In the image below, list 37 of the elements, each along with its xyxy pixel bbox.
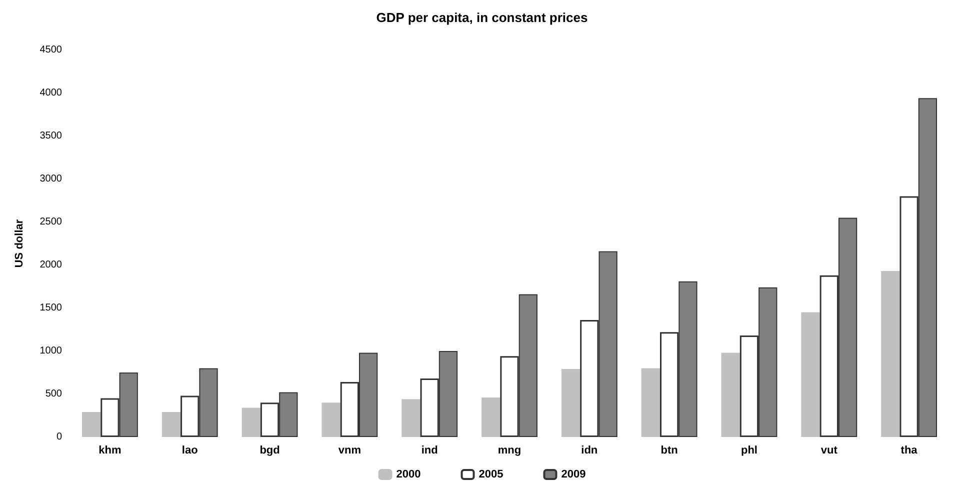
- bar: [162, 412, 181, 437]
- bar: [561, 369, 580, 437]
- x-tick-label: ind: [421, 444, 438, 456]
- y-tick-label: 2500: [40, 216, 62, 228]
- y-tick-label: 4000: [40, 88, 62, 98]
- chart-title: GDP per capita, in constant prices: [376, 10, 588, 25]
- bar: [242, 408, 260, 437]
- y-tick-label: 3500: [40, 130, 62, 142]
- bar: [322, 402, 340, 437]
- y-tick-label: 2000: [40, 260, 62, 270]
- y-tick-label: 4500: [40, 44, 62, 56]
- y-tick-label: 0: [56, 432, 62, 442]
- x-tick-label: btn: [660, 444, 678, 456]
- x-tick-label: vnm: [338, 444, 362, 456]
- bar: [482, 397, 500, 437]
- y-tick-label: 500: [45, 388, 62, 400]
- bar: [881, 271, 900, 437]
- bar: [82, 412, 101, 437]
- x-tick-label: vut: [820, 444, 838, 456]
- x-tick-label: phl: [740, 444, 758, 456]
- y-tick-label: 1000: [40, 346, 62, 356]
- x-tick-label: idn: [581, 444, 598, 456]
- legend-label: 2009: [561, 468, 586, 480]
- x-tick-label: lao: [182, 444, 198, 456]
- bar: [721, 352, 740, 437]
- bar: [641, 368, 660, 437]
- bar: [402, 399, 420, 437]
- bar: [801, 312, 820, 437]
- legend-label: 2000: [396, 468, 421, 480]
- y-axis-title: US dollar: [14, 218, 26, 268]
- x-tick-label: mng: [498, 444, 522, 456]
- x-tick-label: bgd: [260, 444, 280, 456]
- legend-label: 2005: [478, 468, 504, 480]
- y-tick-label: 3000: [40, 174, 62, 184]
- x-tick-label: tha: [900, 444, 918, 456]
- y-tick-label: 1500: [40, 302, 62, 314]
- x-tick-label: khm: [98, 444, 122, 456]
